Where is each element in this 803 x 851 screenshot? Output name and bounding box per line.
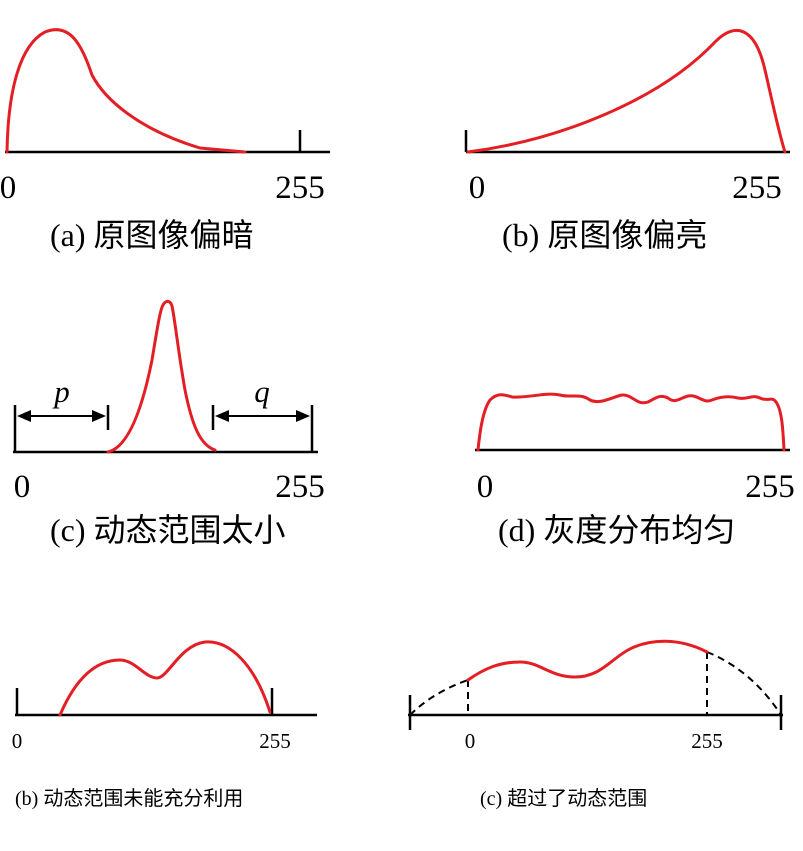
tick-label-min: 0 bbox=[469, 170, 486, 206]
gap-arrow-p: p bbox=[17, 374, 106, 422]
gap-arrow-q: q bbox=[215, 374, 310, 422]
caption: (d) 灰度分布均匀 bbox=[498, 512, 735, 548]
tick-label-min: 0 bbox=[14, 469, 31, 505]
gap-label-q: q bbox=[254, 374, 270, 409]
tick-label-min: 0 bbox=[12, 729, 23, 753]
caption: (c) 动态范围太小 bbox=[50, 512, 286, 548]
tick-label-max: 255 bbox=[732, 170, 782, 206]
histogram-curve bbox=[466, 639, 709, 682]
panel-range-underused: 0 255 (b) 动态范围未能充分利用 bbox=[12, 640, 317, 810]
histogram-curve bbox=[466, 29, 787, 154]
tick-label-min: 0 bbox=[0, 170, 16, 206]
caption: (c) 超过了动态范围 bbox=[480, 787, 647, 810]
panel-range-exceeded: 0 255 (c) 超过了动态范围 bbox=[408, 639, 783, 810]
tick-label-max: 255 bbox=[691, 729, 723, 753]
panel-bright-image: 0 255 (b) 原图像偏亮 bbox=[464, 29, 790, 253]
histogram-curve bbox=[106, 299, 217, 454]
caption: (b) 原图像偏亮 bbox=[502, 217, 707, 253]
panel-dark-image: 0 255 (a) 原图像偏暗 bbox=[0, 28, 330, 253]
panel-narrow-range: p q 0 255 (c) 动态范围太小 bbox=[13, 299, 325, 548]
caption: (a) 原图像偏暗 bbox=[50, 217, 254, 253]
histogram-curve bbox=[476, 392, 786, 452]
tick-label-max: 255 bbox=[745, 469, 795, 505]
clipped-right-dashed bbox=[706, 651, 782, 716]
clipped-left-dashed bbox=[409, 679, 469, 716]
tick-label-max: 255 bbox=[275, 170, 325, 206]
tick-label-min: 0 bbox=[465, 729, 476, 753]
histogram-curve bbox=[5, 28, 247, 154]
histogram-curve bbox=[58, 640, 272, 717]
gap-label-p: p bbox=[52, 374, 70, 409]
tick-label-max: 255 bbox=[275, 469, 325, 505]
caption: (b) 动态范围未能充分利用 bbox=[15, 787, 243, 810]
tick-label-max: 255 bbox=[259, 729, 291, 753]
tick-label-min: 0 bbox=[477, 469, 494, 505]
panel-uniform-distribution: 0 255 (d) 灰度分布均匀 bbox=[475, 392, 795, 548]
